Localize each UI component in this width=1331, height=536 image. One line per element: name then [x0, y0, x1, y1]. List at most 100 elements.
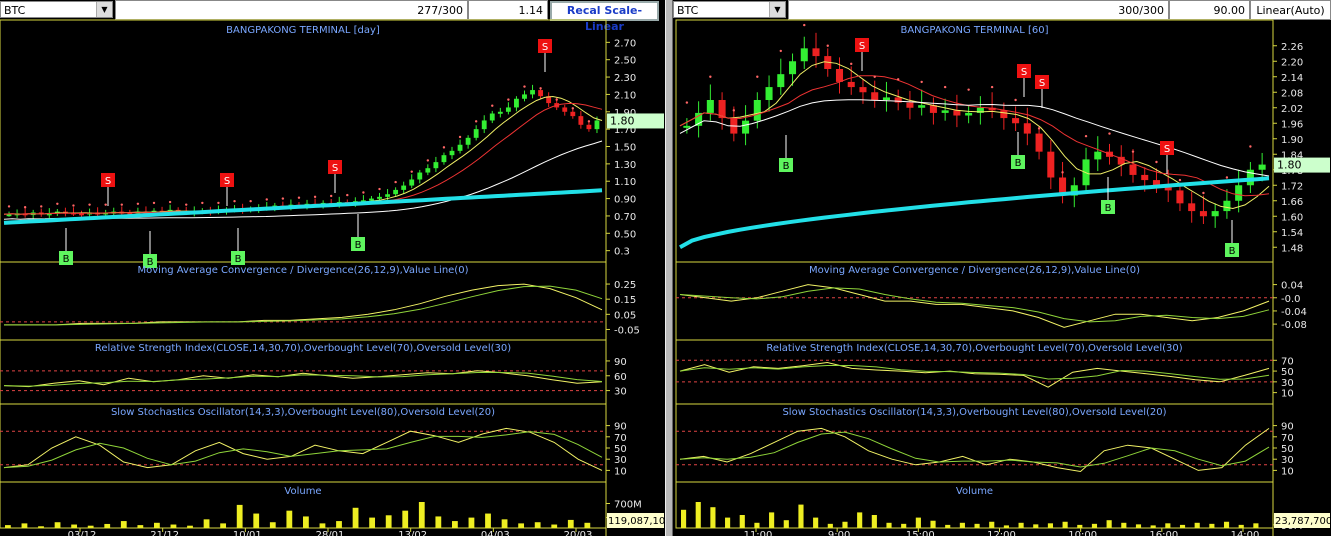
x-tick-label: 21/12 — [150, 530, 179, 536]
volume-bar — [1077, 524, 1083, 528]
volume-label-box — [1274, 513, 1330, 528]
y-tick-label: 700M — [614, 500, 642, 511]
ma-mid-line — [3, 102, 603, 215]
volume-bar — [551, 524, 558, 528]
signal-dot — [249, 199, 252, 203]
x-tick-label: 15:00 — [906, 530, 935, 536]
signal-dot — [1084, 134, 1088, 138]
candle-body — [847, 81, 855, 88]
y-tick-label: 50 — [1281, 444, 1294, 455]
volume-bar — [1194, 522, 1200, 528]
x-tick-label: 04/03 — [481, 530, 510, 536]
candle-body — [546, 96, 552, 104]
scale-label-right[interactable]: Linear(Auto) — [1250, 0, 1331, 20]
y-tick-label: 30 — [1281, 455, 1294, 466]
left-chart[interactable]: BANGPAKONG TERMINAL [day] 2.70 2.50 2.30 2.1… — [0, 0, 665, 536]
indicator-line — [679, 284, 1270, 328]
candle-body — [505, 107, 511, 112]
y-tick-label: 2.14 — [1281, 73, 1303, 84]
symbol-select-right[interactable]: BTC ▼ — [673, 1, 786, 18]
signal-dot — [297, 196, 301, 199]
y-tick-label: -0.08 — [1281, 320, 1307, 331]
y-tick-label: 30 — [1281, 378, 1294, 389]
chevron-down-icon[interactable]: ▼ — [96, 2, 112, 17]
candle-body — [812, 48, 820, 57]
panel-title: Slow Stochastics Oscillator(14,3,3),Over… — [782, 407, 1166, 418]
volume-bar — [710, 507, 716, 528]
volume-bar — [203, 519, 210, 528]
candle-body — [683, 125, 691, 128]
volume-bar — [1018, 522, 1024, 528]
candle-body — [753, 100, 761, 121]
signal-dot — [378, 187, 381, 191]
y-tick-label: 30 — [614, 455, 627, 466]
y-tick-label: 1.66 — [1281, 197, 1303, 208]
buy-signal-label: B — [355, 240, 362, 251]
symbol-select-left[interactable]: BTC ▼ — [0, 1, 113, 18]
panel-title: Moving Average Convergence / Divergence(… — [809, 265, 1140, 276]
y-tick-label: 2.08 — [1281, 88, 1303, 99]
y-tick-label: 2.02 — [1281, 104, 1303, 115]
volume-bar — [402, 510, 409, 528]
volume-bar — [827, 523, 833, 528]
sell-signal-label: S — [105, 176, 111, 187]
signal-dot — [442, 146, 446, 149]
candle-body — [1258, 164, 1266, 170]
y-tick-label: 70 — [1281, 356, 1294, 367]
panel-title: Slow Stochastics Oscillator(14,3,3),Over… — [111, 407, 495, 418]
volume-bar — [1179, 524, 1186, 528]
y-tick-label: 2.30 — [614, 73, 636, 84]
candle-body — [1211, 211, 1219, 217]
signal-dot — [72, 204, 75, 207]
x-tick-label: 11:00 — [744, 530, 773, 536]
volume-bar — [1209, 523, 1215, 528]
signal-dot — [850, 62, 853, 66]
candle-body — [777, 74, 785, 88]
volume-bar — [485, 513, 491, 528]
candle-body — [489, 113, 495, 121]
sell-signal-marker — [101, 173, 115, 187]
candle-body — [835, 69, 844, 82]
y-tick-label: 1.10 — [614, 177, 636, 188]
candle-body — [929, 105, 937, 113]
y-tick-label: 1.48 — [1281, 243, 1303, 254]
signal-dot — [803, 23, 806, 27]
candle-body — [894, 97, 902, 103]
y-tick-label: 1.60 — [1281, 212, 1303, 223]
signal-dot — [1037, 127, 1041, 130]
volume-bar — [915, 517, 921, 528]
candle-body — [409, 179, 415, 186]
candle-body — [800, 48, 808, 62]
right-chart[interactable]: BANGPAKONG TERMINAL [60] 2.26 2.20 2.14 2.08… — [673, 0, 1331, 536]
y-tick-label: 1.70 — [614, 125, 636, 136]
candle-body — [360, 200, 366, 203]
candle-body — [1235, 185, 1243, 201]
signal-dot — [120, 203, 123, 206]
sell-signal-marker — [1017, 64, 1031, 78]
volume-bar — [901, 523, 907, 528]
y-tick-label: 30 — [614, 387, 627, 398]
sell-signal-marker — [1035, 75, 1049, 89]
volume-bar — [695, 502, 701, 528]
candle-body — [1059, 177, 1067, 196]
candle-body — [941, 110, 949, 113]
volume-bar — [369, 517, 376, 528]
signal-dot — [967, 88, 970, 91]
chevron-down-icon[interactable]: ▼ — [769, 2, 785, 17]
sell-signal-label: S — [224, 176, 230, 187]
candle-body — [1000, 110, 1008, 119]
y-tick-label: 1.50 — [614, 143, 636, 154]
candle-body — [377, 196, 382, 199]
price-label: 1.80 — [1277, 159, 1302, 172]
sell-signal-label: S — [332, 163, 338, 174]
candle-body — [1012, 118, 1020, 124]
signal-dot — [990, 85, 994, 89]
panel-splitter[interactable] — [665, 0, 673, 536]
candle-body — [953, 110, 961, 116]
scale-label: Linear(Auto) — [1256, 4, 1325, 17]
signal-dot — [1014, 98, 1017, 102]
candle-body — [570, 111, 576, 117]
candle-body — [1117, 156, 1125, 165]
sell-signal-label: S — [1164, 144, 1170, 155]
price-label-box — [1274, 157, 1330, 173]
